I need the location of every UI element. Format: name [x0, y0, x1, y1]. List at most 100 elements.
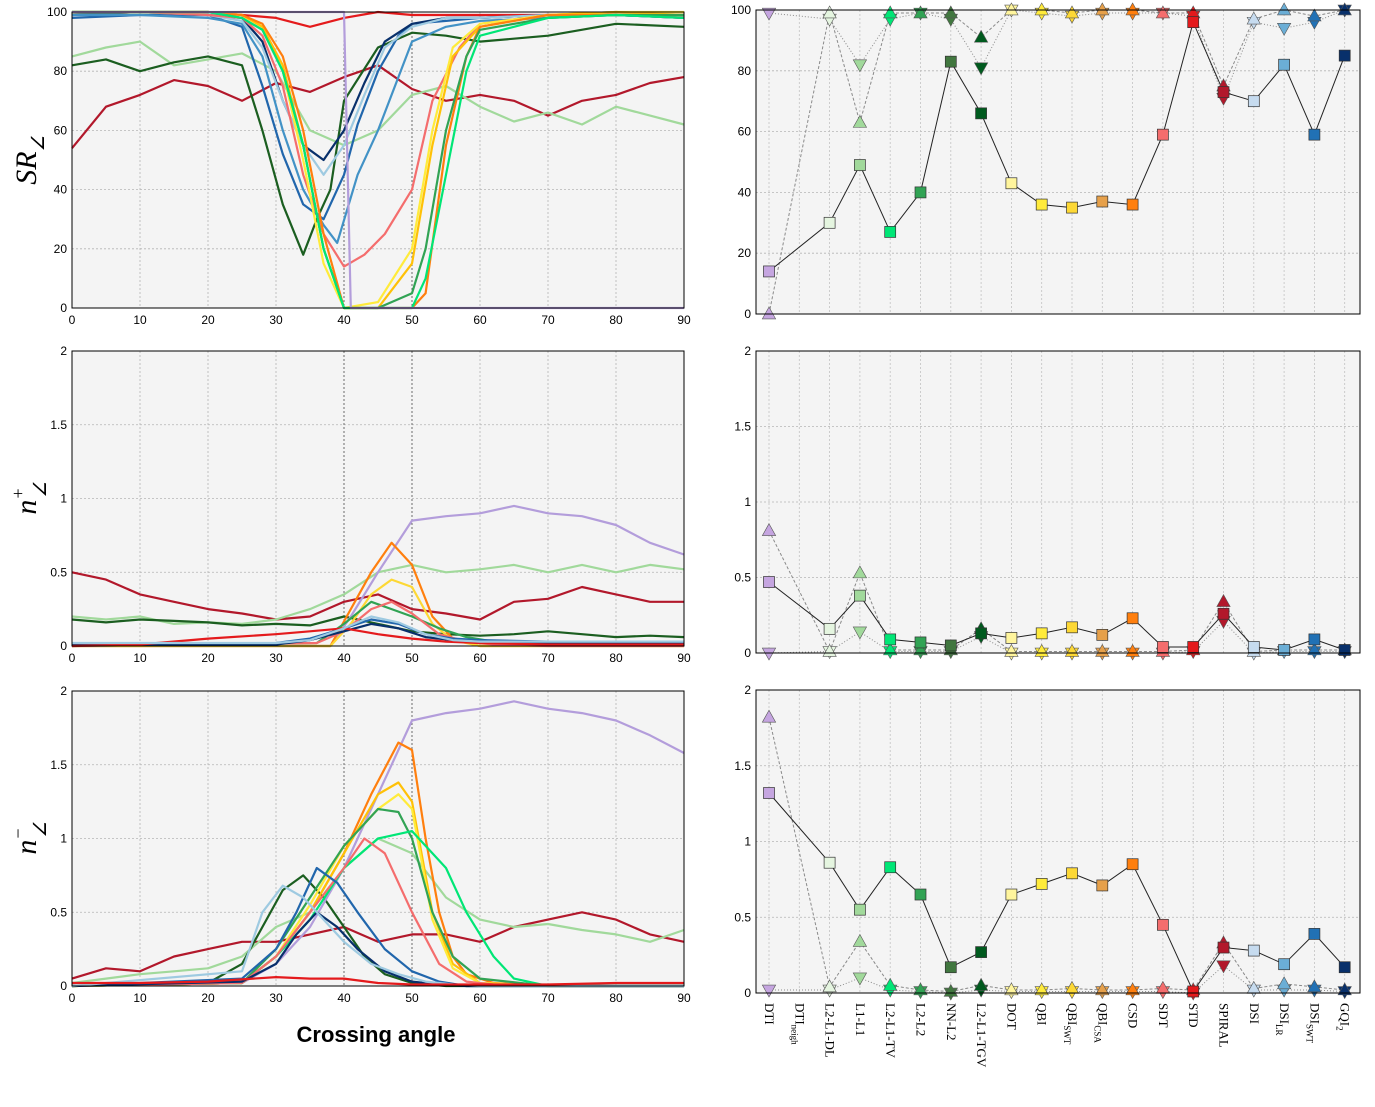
series-line — [71, 627, 684, 648]
down-triangle-marker — [761, 647, 777, 661]
axes-frame — [71, 690, 685, 987]
square-marker — [1187, 985, 1200, 998]
up-triangle-marker — [973, 29, 989, 43]
square-marker — [975, 627, 987, 640]
x-tick-label: 20 — [201, 991, 215, 1005]
up-triangle-marker — [1034, 982, 1049, 996]
angle-panel: 00.511.520 10 20 30 40 50 60 70 80 90 — [50, 684, 691, 1005]
down-triangle-marker — [852, 59, 868, 73]
method-label: L2-L1-TGV — [974, 1003, 989, 1068]
y-tick-label: 100 — [47, 5, 67, 19]
method-label-subscript: 2 — [1335, 1026, 1345, 1031]
up-triangle-marker — [1064, 5, 1080, 19]
series-line — [71, 600, 684, 648]
method-label-main: L2-L1-DL — [823, 1003, 838, 1058]
square-marker — [1096, 195, 1109, 208]
up-triangle-marker — [883, 642, 898, 656]
method-label-main: GQI — [1338, 1003, 1353, 1026]
y-tick-label: 20 — [738, 246, 752, 260]
method-label: L2-L1-TV — [883, 1003, 898, 1058]
x-tick-label: 40 — [337, 991, 351, 1005]
method-label-main: QBI — [1065, 1003, 1080, 1025]
axes-frame — [755, 350, 1361, 654]
square-marker — [1126, 198, 1139, 211]
method-label-main: CSD — [1126, 1003, 1141, 1028]
method-label-main: STD — [1186, 1003, 1201, 1028]
up-triangle-marker — [1216, 594, 1231, 607]
square-marker — [1066, 867, 1078, 880]
up-triangle-marker — [822, 5, 837, 19]
method-label: DTI — [762, 1003, 777, 1025]
up-triangle-marker — [1337, 2, 1352, 16]
series-line — [72, 13, 685, 244]
axes-frame — [71, 11, 685, 309]
square-marker — [854, 589, 866, 602]
square-marker — [1217, 607, 1230, 620]
x-tick-label: 40 — [337, 651, 351, 665]
square-marker — [944, 55, 957, 68]
y-tick-label: 40 — [54, 183, 68, 197]
square-marker — [975, 107, 987, 120]
square-marker — [1157, 641, 1169, 653]
method-label: CSD — [1126, 1003, 1141, 1028]
up-triangle-marker — [1125, 982, 1140, 996]
y-tick-label: 100 — [731, 3, 751, 17]
square-marker — [763, 576, 775, 588]
x-tick-label: 0 — [69, 991, 76, 1005]
x-tick-label: 90 — [677, 313, 691, 327]
up-triangle-marker — [1125, 2, 1140, 16]
square-marker — [1005, 177, 1018, 190]
method-panel: 0 20 40 60 80 100 — [731, 2, 1361, 321]
method-label: NN-L2 — [944, 1003, 959, 1041]
down-triangle-marker — [1276, 23, 1292, 36]
square-marker — [1157, 128, 1169, 141]
y-tick-label: 0 — [60, 979, 67, 993]
series-line — [72, 10, 685, 176]
square-marker — [854, 159, 866, 171]
square-marker — [1247, 944, 1260, 957]
axes-frame — [71, 350, 685, 647]
up-triangle-marker — [761, 709, 777, 723]
up-triangle-marker — [883, 5, 898, 19]
method-label-main: QBI — [1035, 1003, 1050, 1025]
method-label-subscript: CSA — [1092, 1025, 1102, 1043]
down-triangle-marker — [852, 972, 868, 986]
up-triangle-marker — [822, 979, 837, 993]
square-marker — [1217, 86, 1230, 98]
y-tick-label: 0 — [60, 301, 67, 315]
y-tick-label: 20 — [54, 242, 68, 256]
square-marker — [975, 946, 987, 958]
y-tick-label: 1.5 — [50, 758, 67, 772]
method-label: DTIneigh — [789, 1003, 807, 1045]
up-triangle-marker — [1246, 11, 1261, 25]
method-label: QBICSA — [1092, 1003, 1110, 1043]
square-marker — [823, 622, 836, 635]
x-tick-label: 30 — [269, 991, 283, 1005]
up-triangle-marker — [852, 114, 868, 128]
row-label-main: n — [10, 500, 43, 515]
x-tick-label: 60 — [473, 991, 487, 1005]
series-line — [71, 911, 685, 980]
row-label-sub: ∠ — [30, 821, 50, 837]
y-tick-label: 1.5 — [50, 418, 67, 432]
up-triangle-marker — [1155, 5, 1171, 19]
square-marker — [944, 961, 957, 974]
square-marker — [1308, 128, 1321, 141]
x-tick-label: 0 — [69, 313, 76, 327]
row-label: n− ∠ — [8, 821, 50, 854]
axes-frame — [755, 9, 1361, 315]
method-label-subscript: SWT — [1304, 1024, 1314, 1044]
square-marker — [1035, 878, 1048, 890]
up-triangle-marker — [1095, 982, 1110, 996]
series-line — [72, 504, 685, 648]
y-tick-label: 0 — [744, 986, 751, 1000]
row-label-sub: ∠ — [30, 481, 50, 497]
down-triangle-marker — [761, 7, 777, 21]
method-label: STD — [1186, 1003, 1201, 1028]
y-tick-label: 2 — [744, 683, 751, 697]
method-label: L1-L1 — [853, 1003, 868, 1036]
square-marker — [1066, 201, 1078, 214]
square-marker — [884, 633, 897, 646]
